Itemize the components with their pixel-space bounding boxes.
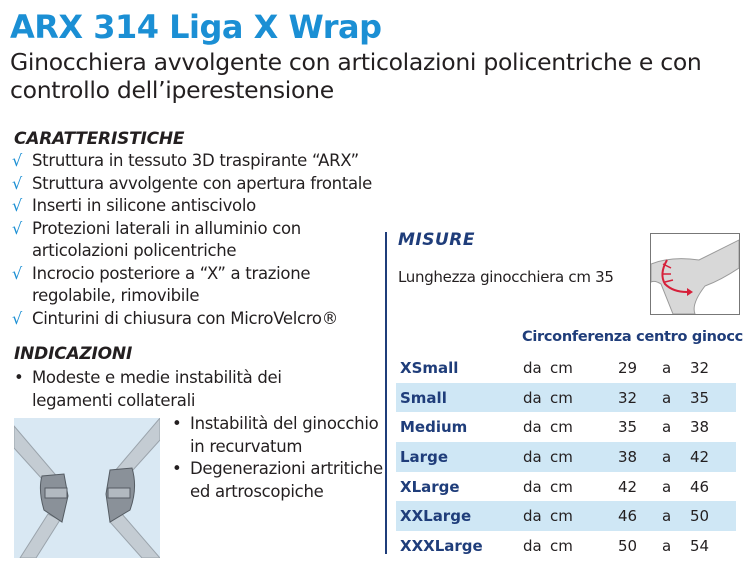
size-name: Large	[400, 448, 448, 467]
table-row: Small da cm 32 a 35	[396, 382, 736, 413]
sizes-heading: MISURE	[398, 230, 475, 250]
feature-item: √ Cinturini di chiusura con MicroVelcro®	[12, 308, 392, 331]
check-icon: √	[12, 218, 22, 238]
size-name: XXLarge	[400, 507, 472, 526]
size-to: a	[662, 507, 672, 526]
check-icon: √	[12, 196, 22, 215]
size-from: da	[523, 388, 542, 407]
size-from: da	[523, 477, 542, 496]
size-from: da	[523, 359, 542, 377]
indication-item: • Degenerazioni artritiche ed artroscopic…	[170, 458, 395, 503]
product-title: ARX 314 Liga X Wrap	[10, 8, 382, 46]
size-max: 42	[690, 448, 710, 467]
table-row: XXLarge da cm 46 a 50	[396, 501, 736, 532]
feature-item: √ Inserti in silicone antiscivolo	[12, 195, 392, 218]
table-row: Medium da cm 35 a 38	[396, 412, 736, 442]
size-unit: cm	[550, 359, 573, 377]
size-to: a	[662, 477, 672, 496]
size-min: 42	[618, 477, 638, 496]
indication-item: • Instabilità del ginocchio in recurvatum	[170, 413, 390, 458]
size-min: 35	[618, 418, 638, 437]
size-min: 46	[618, 507, 638, 526]
size-to: a	[662, 448, 672, 467]
size-unit: cm	[550, 537, 573, 556]
features-heading: CARATTERISTICHE	[14, 129, 185, 149]
size-table: XSmall da cm 29 a 32 Small da cm 32 a 35…	[396, 353, 736, 561]
feature-item: √ Incrocio posteriore a “X” a trazione re…	[12, 263, 332, 308]
size-unit: cm	[550, 418, 573, 437]
size-max: 46	[690, 477, 710, 496]
size-from: da	[523, 507, 542, 526]
size-min: 32	[618, 388, 638, 407]
size-to: a	[662, 537, 672, 556]
check-icon: √	[12, 263, 22, 283]
hinge-photo	[14, 418, 160, 558]
size-max: 50	[690, 507, 710, 526]
product-subtitle: Ginocchiera avvolgente con articolazioni…	[10, 48, 702, 104]
table-row: XXXLarge da cm 50 a 54	[396, 531, 736, 561]
size-from: da	[523, 537, 542, 556]
bullet-icon: •	[14, 368, 24, 387]
size-unit: cm	[550, 388, 573, 407]
size-to: a	[662, 388, 672, 407]
sizes-divider	[385, 232, 387, 554]
size-min: 29	[618, 359, 638, 377]
size-from: da	[523, 418, 542, 437]
size-max: 32	[690, 359, 710, 377]
indication-text: Degenerazioni artritiche ed artroscopich…	[190, 459, 383, 501]
table-row: Large da cm 38 a 42	[396, 442, 736, 472]
size-name: XSmall	[400, 359, 459, 377]
knee-illustration	[651, 239, 739, 314]
size-name: XXXLarge	[400, 537, 483, 556]
check-icon: √	[12, 308, 22, 328]
indications-heading: INDICAZIONI	[14, 344, 133, 364]
check-icon: √	[12, 151, 22, 170]
size-max: 54	[690, 537, 710, 556]
size-to: a	[662, 359, 672, 377]
bullet-icon: •	[172, 414, 182, 433]
length-text: Lunghezza ginocchiera cm 35	[398, 268, 614, 286]
size-unit: cm	[550, 448, 573, 467]
feature-text: Protezioni laterali in alluminio con art…	[32, 218, 301, 261]
indications-list-left: • Modeste e medie instabilità dei legamen…	[12, 367, 312, 412]
knee-measure-illustration	[650, 233, 740, 315]
size-unit: cm	[550, 507, 573, 526]
indication-item: • Modeste e medie instabilità dei legamen…	[12, 367, 312, 412]
circumference-heading: Circonferenza centro ginocchio	[522, 329, 744, 345]
size-unit: cm	[550, 477, 573, 496]
size-max: 35	[690, 388, 710, 407]
features-list: √ Struttura in tessuto 3D traspirante “AR…	[12, 150, 392, 330]
indications-list-right: • Instabilità del ginocchio in recurvatum…	[170, 413, 390, 503]
bullet-icon: •	[172, 459, 182, 478]
size-name: XLarge	[400, 477, 460, 496]
size-max: 38	[690, 418, 710, 437]
size-from: da	[523, 448, 542, 467]
size-min: 50	[618, 537, 638, 556]
indication-text: Instabilità del ginocchio in recurvatum	[190, 414, 379, 456]
feature-text: Inserti in silicone antiscivolo	[32, 196, 256, 215]
check-icon: √	[12, 173, 22, 193]
table-row: XSmall da cm 29 a 32	[396, 353, 736, 383]
table-row: XLarge da cm 42 a 46	[396, 472, 736, 502]
feature-text: Struttura avvolgente con apertura fronta…	[32, 173, 372, 193]
size-name: Medium	[400, 418, 468, 437]
size-name: Small	[400, 388, 447, 407]
feature-item: √ Struttura avvolgente con apertura front…	[12, 173, 392, 196]
feature-text: Incrocio posteriore a “X” a trazione reg…	[32, 263, 311, 306]
feature-text: Struttura in tessuto 3D traspirante “ARX…	[32, 151, 359, 170]
size-to: a	[662, 418, 672, 437]
feature-item: √ Protezioni laterali in alluminio con ar…	[12, 218, 332, 263]
indication-text: Modeste e medie instabilità dei legament…	[32, 368, 282, 410]
feature-text: Cinturini di chiusura con MicroVelcro®	[32, 308, 338, 328]
feature-item: √ Struttura in tessuto 3D traspirante “AR…	[12, 150, 392, 173]
size-min: 38	[618, 448, 638, 467]
hinge-illustration	[14, 418, 160, 558]
